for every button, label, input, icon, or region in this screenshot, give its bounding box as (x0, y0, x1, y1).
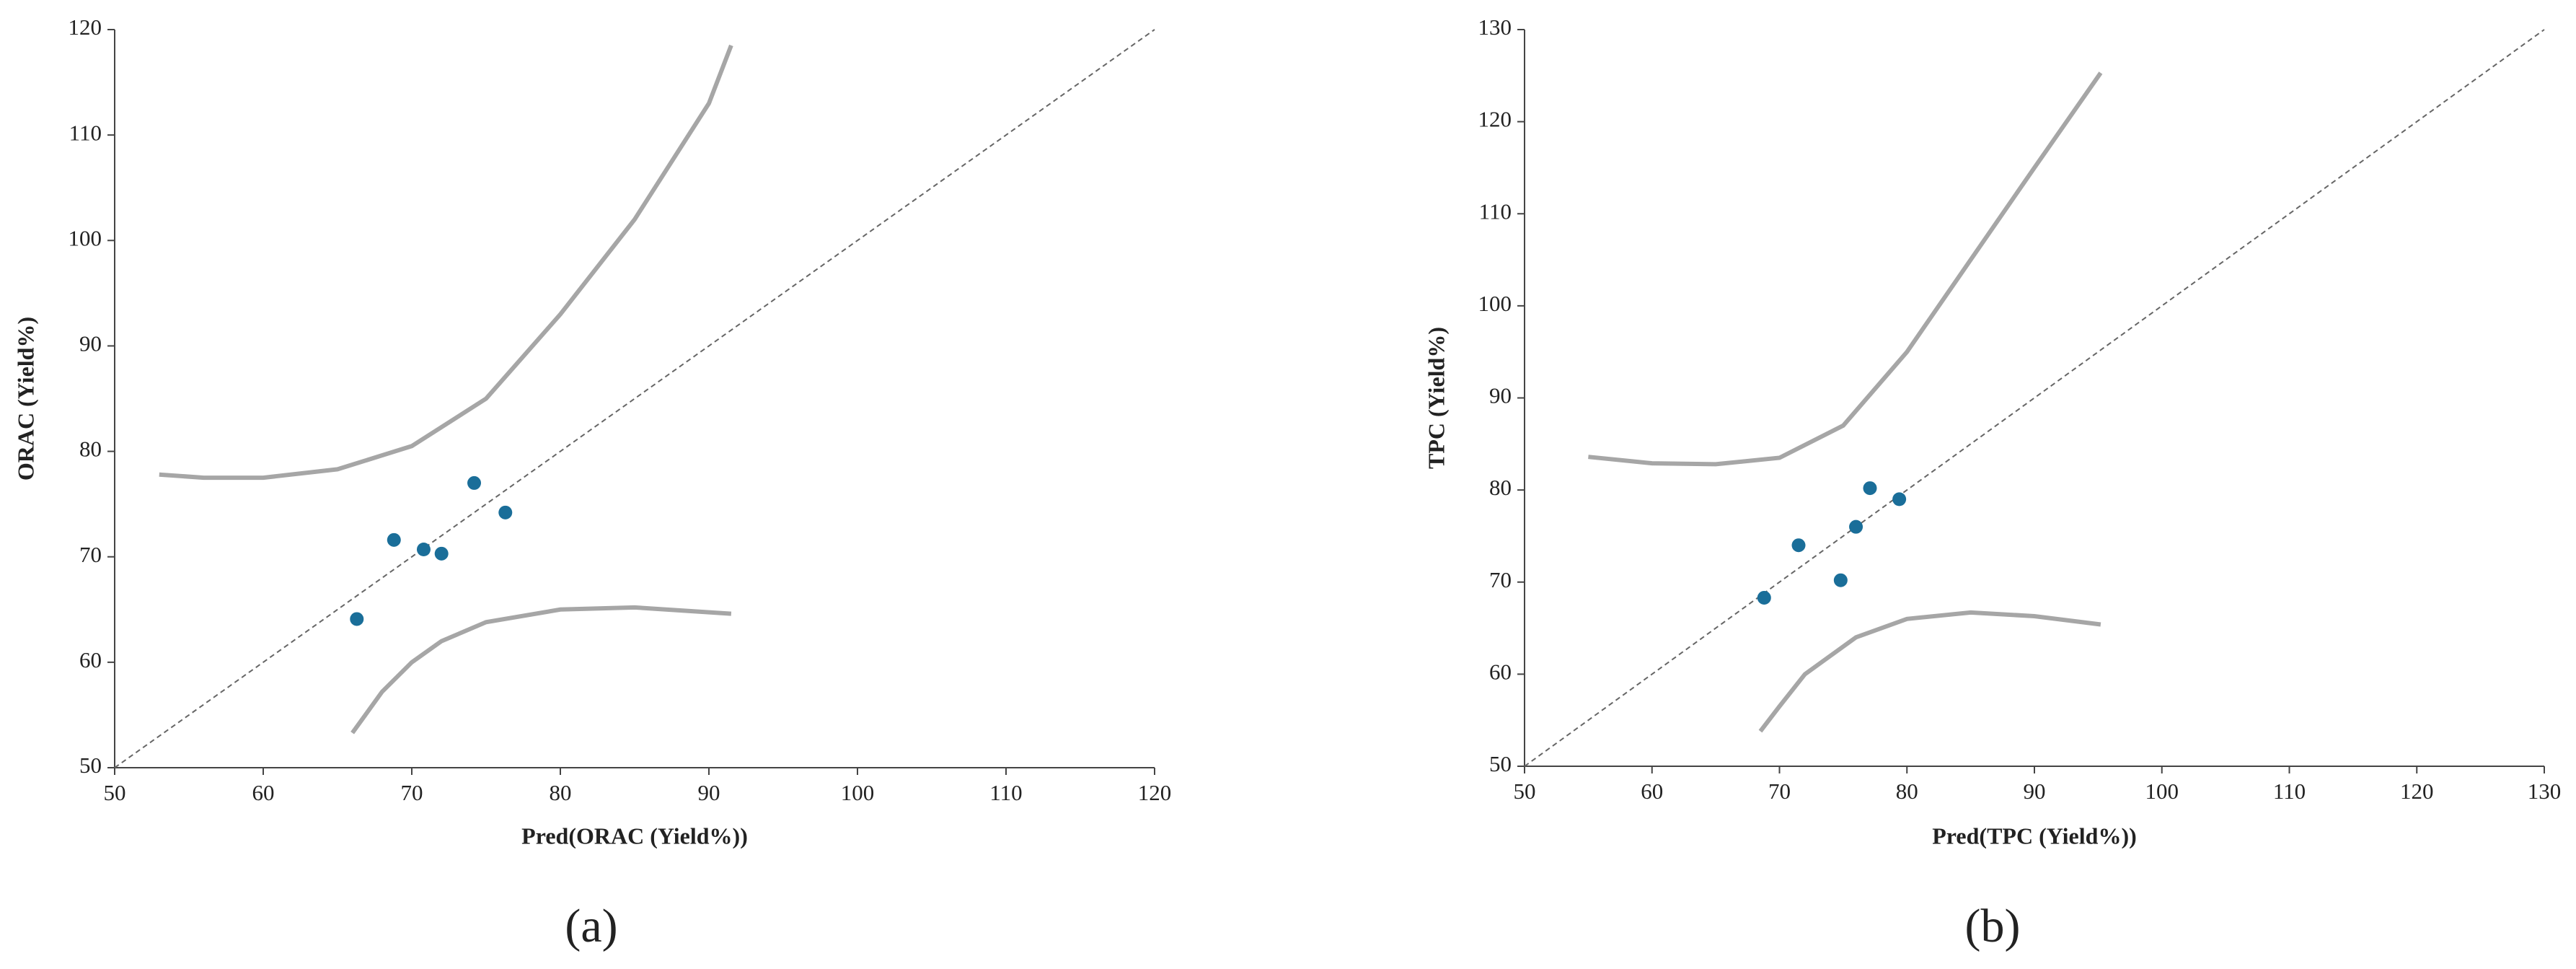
confidence-curve (159, 44, 733, 481)
x-tick-label: 130 (2528, 779, 2562, 804)
x-tick-label: 120 (2400, 779, 2434, 804)
y-tick-label: 70 (79, 542, 102, 567)
y-tick-label: 110 (69, 120, 102, 145)
data-point (434, 546, 449, 561)
y-tick-label: 130 (1478, 14, 1512, 40)
x-axis-title: Pred(ORAC (Yield%)) (521, 823, 748, 849)
data-point (1833, 573, 1848, 587)
data-point (1863, 481, 1877, 496)
reference-line (114, 29, 1155, 768)
y-tick-label: 120 (1478, 107, 1512, 132)
x-tick-label: 90 (698, 780, 720, 805)
y-tick-label: 50 (1489, 751, 1512, 776)
confidence-curve (350, 605, 732, 735)
x-tick-label: 60 (252, 780, 275, 805)
reference-line (1524, 29, 2545, 767)
panel-label: (b) (1965, 900, 2021, 952)
y-tick-label: 60 (79, 647, 102, 672)
y-tick-label: 100 (69, 225, 102, 250)
data-point (1849, 519, 1863, 534)
y-tick-label: 110 (1479, 198, 1512, 224)
data-point (467, 475, 482, 490)
data-point (387, 532, 401, 547)
x-tick-label: 110 (2273, 779, 2306, 804)
data-point (416, 542, 431, 556)
x-tick-label: 50 (104, 780, 126, 805)
y-tick-label: 90 (1489, 383, 1512, 408)
confidence-curve (1588, 71, 2103, 467)
x-tick-label: 120 (1138, 780, 1172, 805)
data-point (498, 505, 513, 519)
x-tick-label: 100 (841, 780, 875, 805)
y-tick-label: 80 (1489, 475, 1512, 500)
x-tick-label: 60 (1641, 779, 1663, 804)
x-tick-label: 70 (1768, 779, 1791, 804)
x-tick-label: 110 (989, 780, 1022, 805)
y-axis-title: TPC (Yield%) (1423, 327, 1449, 469)
y-tick-label: 100 (1478, 291, 1512, 316)
panel-label: (a) (565, 900, 617, 952)
x-tick-label: 80 (1896, 779, 1918, 804)
x-tick-label: 70 (401, 780, 423, 805)
x-axis-title: Pred(TPC (Yield%)) (1932, 823, 2137, 849)
confidence-curve (1758, 610, 2101, 733)
data-point (1757, 590, 1771, 605)
x-tick-label: 100 (2145, 779, 2179, 804)
data-point (1791, 538, 1806, 553)
y-tick-label: 50 (79, 753, 102, 778)
y-tick-label: 120 (69, 14, 102, 40)
y-tick-label: 90 (79, 331, 102, 356)
x-tick-label: 50 (1514, 779, 1536, 804)
data-point (1892, 492, 1907, 507)
data-point (350, 612, 364, 626)
x-tick-label: 90 (2024, 779, 2046, 804)
y-tick-label: 80 (79, 437, 102, 462)
y-tick-label: 60 (1489, 659, 1512, 684)
y-axis-title: ORAC (Yield%) (12, 317, 38, 481)
y-tick-label: 70 (1489, 567, 1512, 592)
x-tick-label: 80 (550, 780, 572, 805)
